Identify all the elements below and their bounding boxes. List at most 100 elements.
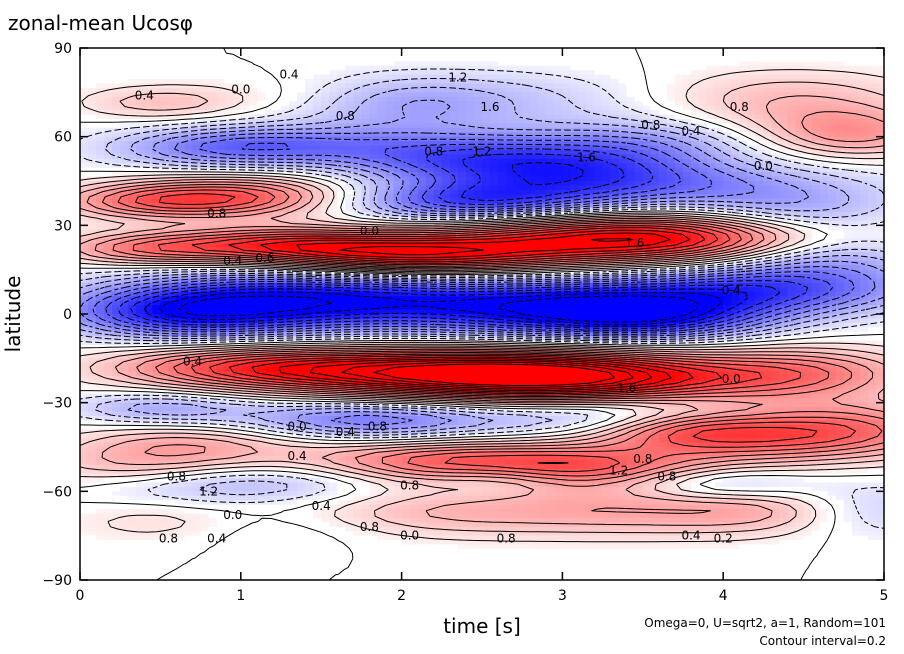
heatmap-cell <box>490 167 499 173</box>
heatmap-cell <box>642 132 652 138</box>
heatmap-cell <box>449 158 459 164</box>
heatmap-cell <box>546 198 555 204</box>
heatmap-cell <box>152 83 161 89</box>
heatmap-cell <box>779 203 789 209</box>
heatmap-cell <box>843 52 853 58</box>
heatmap-cell <box>281 212 290 218</box>
heatmap-cell <box>385 212 395 218</box>
heatmap-cell <box>731 212 740 218</box>
heatmap-cell <box>699 65 708 71</box>
heatmap-cell <box>329 176 338 182</box>
heatmap-cell <box>96 92 105 98</box>
heatmap-cell <box>224 220 234 226</box>
heatmap-cell <box>473 114 483 120</box>
heatmap-cell <box>240 225 250 231</box>
heatmap-cell <box>811 92 821 98</box>
heatmap-cell <box>586 145 596 151</box>
heatmap-cell <box>281 185 290 191</box>
heatmap-cell <box>144 251 153 257</box>
heatmap-cell <box>385 132 395 138</box>
heatmap-cell <box>747 216 756 222</box>
heatmap-cell <box>393 181 403 187</box>
heatmap-cell <box>80 132 89 138</box>
heatmap-cell <box>329 167 338 173</box>
heatmap-cell <box>691 154 700 160</box>
heatmap-cell <box>256 216 266 222</box>
heatmap-cell <box>216 154 226 160</box>
heatmap-cell <box>731 101 740 107</box>
heatmap-cell <box>755 149 764 155</box>
heatmap-cell <box>224 176 234 182</box>
heatmap-cell <box>530 132 539 138</box>
heatmap-cell <box>224 229 234 235</box>
heatmap-cell <box>506 163 515 169</box>
heatmap-cell <box>128 185 137 191</box>
heatmap-cell <box>498 220 507 226</box>
heatmap-cell <box>650 181 660 187</box>
heatmap-cell <box>168 123 178 129</box>
heatmap-cell <box>811 198 821 204</box>
heatmap-cell <box>674 141 684 147</box>
heatmap-cell <box>562 92 572 98</box>
heatmap-cell <box>699 79 708 85</box>
heatmap-cell <box>586 198 596 204</box>
heatmap-cell <box>538 65 547 71</box>
heatmap-cell <box>136 163 145 169</box>
heatmap-cell <box>811 52 821 58</box>
heatmap-cell <box>578 203 588 209</box>
heatmap-cell <box>264 181 274 187</box>
heatmap-cell <box>168 141 178 147</box>
heatmap-cell <box>88 247 97 253</box>
heatmap-cell <box>739 149 748 155</box>
heatmap-cell <box>506 136 515 142</box>
heatmap-cell <box>763 105 773 111</box>
heatmap-cell <box>546 149 555 155</box>
heatmap-cell <box>522 92 531 98</box>
heatmap-cell <box>827 260 837 266</box>
heatmap-cell <box>168 96 178 102</box>
heatmap-cell <box>691 65 700 71</box>
heatmap-cell <box>457 83 467 89</box>
heatmap-cell <box>498 163 507 169</box>
heatmap-cell <box>634 141 644 147</box>
heatmap-cell <box>128 123 137 129</box>
heatmap-cell <box>128 79 137 85</box>
heatmap-cell <box>835 158 845 164</box>
heatmap-cell <box>184 158 194 164</box>
heatmap-cell <box>329 185 338 191</box>
heatmap-cell <box>272 198 282 204</box>
heatmap-cell <box>642 238 652 244</box>
heatmap-cell <box>827 185 837 191</box>
heatmap-cell <box>642 198 652 204</box>
heatmap-cell <box>538 185 547 191</box>
heatmap-cell <box>353 96 362 102</box>
heatmap-cell <box>546 163 555 169</box>
heatmap-cell <box>232 167 242 173</box>
heatmap-cell <box>594 79 604 85</box>
heatmap-cell <box>771 260 781 266</box>
heatmap-cell <box>530 110 539 116</box>
heatmap-cell <box>626 194 636 200</box>
heatmap-cell <box>851 141 861 147</box>
heatmap-cell <box>715 163 724 169</box>
heatmap-cell <box>819 145 829 151</box>
heatmap-cell <box>465 194 475 200</box>
heatmap-cell <box>747 256 756 262</box>
heatmap-cell <box>530 185 539 191</box>
heatmap-cell <box>835 70 845 76</box>
heatmap-cell <box>449 110 459 116</box>
heatmap-cell <box>691 110 700 116</box>
heatmap-cell <box>658 225 668 231</box>
heatmap-cell <box>618 110 628 116</box>
heatmap-cell <box>554 251 563 257</box>
heatmap-cell <box>473 194 483 200</box>
heatmap-cell <box>393 238 403 244</box>
heatmap-cell <box>128 83 137 89</box>
heatmap-cell <box>473 79 483 85</box>
heatmap-cell <box>361 225 371 231</box>
heatmap-cell <box>859 52 869 58</box>
heatmap-cell <box>514 149 523 155</box>
heatmap-cell <box>465 212 475 218</box>
heatmap-cell <box>80 229 89 235</box>
heatmap-cell <box>345 149 354 155</box>
